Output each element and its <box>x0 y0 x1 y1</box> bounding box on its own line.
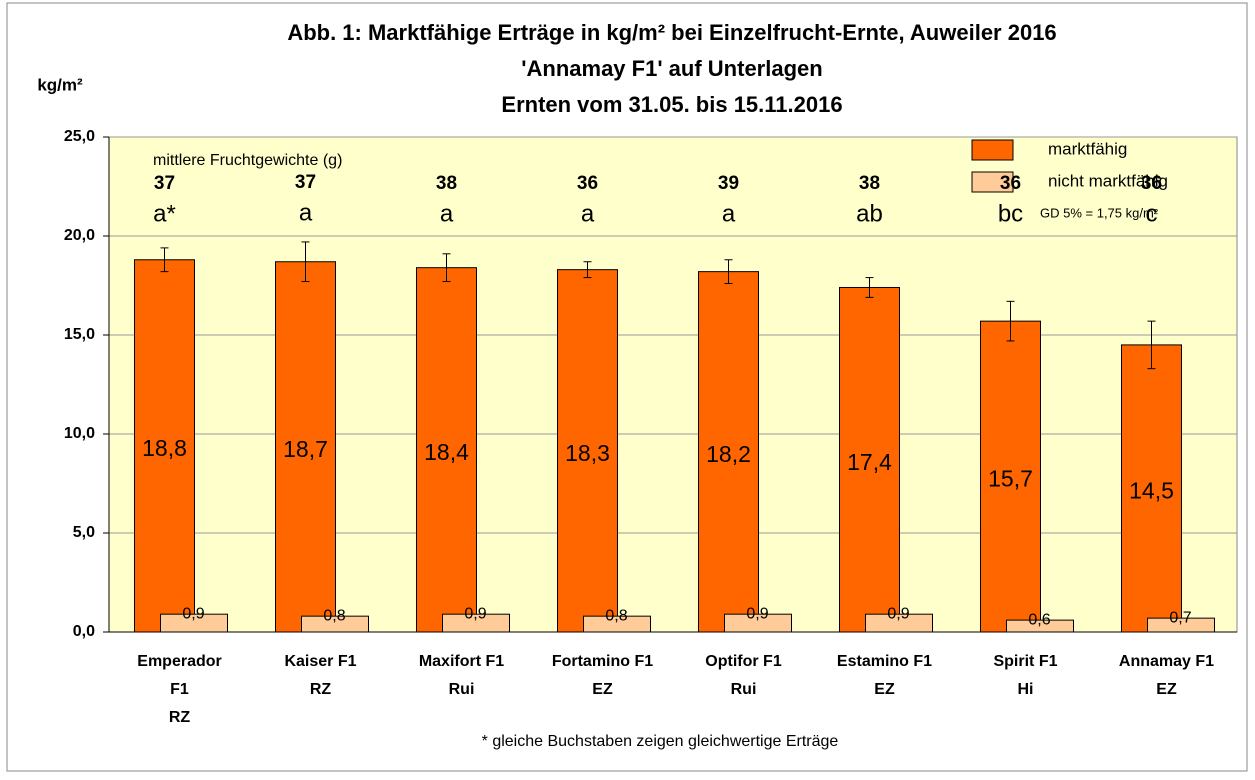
footnote: * gleiche Buchstaben zeigen gleichwertig… <box>482 733 839 750</box>
x-tick-label: EZ <box>874 681 895 698</box>
x-tick-label: Maxifort F1 <box>419 653 504 670</box>
bar <box>698 271 759 633</box>
chart-title: Ernten vom 31.05. bis 15.11.2016 <box>501 92 842 117</box>
chart-title: Abb. 1: Marktfähige Erträge in kg/m² bei… <box>287 20 1056 45</box>
legend-label: nicht marktfähig <box>1048 171 1168 190</box>
x-tick-label: Annamay F1 <box>1119 653 1214 670</box>
value-label: 0,9 <box>464 605 486 622</box>
bar <box>865 613 933 633</box>
bar <box>724 613 792 633</box>
fruit-weight: 36 <box>1000 173 1021 194</box>
fruit-weight: 39 <box>718 173 739 194</box>
value-label: 0,8 <box>605 607 627 624</box>
fruit-weight: 37 <box>154 173 175 194</box>
value-label: 18,8 <box>142 435 187 461</box>
chart-title: 'Annamay F1' auf Unterlagen <box>521 56 822 81</box>
significance-letter: a <box>722 200 736 227</box>
y-tick-label: 10,0 <box>64 425 95 442</box>
value-label: 0,6 <box>1028 611 1050 628</box>
significance-letter: a* <box>153 200 176 227</box>
y-tick-label: 0,0 <box>73 623 95 640</box>
fruit-weight-label: mittlere Fruchtgewichte (g) <box>153 152 342 169</box>
significance-letter: c <box>1146 200 1158 227</box>
legend-swatch <box>971 171 1014 193</box>
bar <box>1006 619 1074 633</box>
bar <box>1147 617 1215 633</box>
value-label: 0,9 <box>182 605 204 622</box>
x-tick-label: Emperador <box>137 653 221 670</box>
value-label: 0,7 <box>1169 609 1191 626</box>
y-tick-label: 15,0 <box>64 326 95 343</box>
value-label: 14,5 <box>1129 478 1174 504</box>
y-tick-label: 25,0 <box>64 128 95 145</box>
value-label: 18,3 <box>565 440 610 466</box>
value-label: 15,7 <box>988 466 1033 492</box>
gd-note: GD 5% = 1,75 kg/m² <box>1040 205 1159 220</box>
value-label: 0,9 <box>746 605 768 622</box>
x-tick-label: Optifor F1 <box>705 653 782 670</box>
x-tick-label: F1 <box>170 681 189 698</box>
value-label: 18,7 <box>283 436 328 462</box>
bar <box>980 320 1041 633</box>
x-tick-label: Hi <box>1018 681 1034 698</box>
bar <box>416 267 477 633</box>
x-tick-label: Fortamino F1 <box>552 653 653 670</box>
x-tick-label: Rui <box>731 681 757 698</box>
y-axis-label: kg/m² <box>37 75 83 94</box>
legend-swatch <box>971 139 1014 161</box>
value-label: 18,2 <box>706 441 751 467</box>
fruit-weight: 37 <box>295 172 316 193</box>
significance-letter: a <box>581 200 595 227</box>
fruit-weight: 36 <box>577 173 598 194</box>
fruit-weight: 36 <box>1141 173 1162 194</box>
value-label: 17,4 <box>847 449 892 475</box>
x-tick-label: EZ <box>592 681 613 698</box>
x-tick-label: RZ <box>310 681 332 698</box>
bar <box>557 269 618 633</box>
bar <box>442 613 510 633</box>
x-tick-label: Kaiser F1 <box>284 653 356 670</box>
significance-letter: a <box>299 199 313 226</box>
bar <box>1121 344 1182 633</box>
bar <box>134 259 195 633</box>
y-tick-label: 20,0 <box>64 227 95 244</box>
x-tick-label: RZ <box>169 709 191 726</box>
fruit-weight: 38 <box>436 173 457 194</box>
value-label: 0,9 <box>887 605 909 622</box>
x-tick-label: EZ <box>1156 681 1177 698</box>
x-tick-label: Estamino F1 <box>837 653 932 670</box>
fruit-weight: 38 <box>859 173 880 194</box>
legend-label: marktfähig <box>1048 139 1127 158</box>
value-label: 18,4 <box>424 439 469 465</box>
bar <box>275 261 336 633</box>
significance-letter: a <box>440 200 454 227</box>
bar <box>160 613 228 633</box>
value-label: 0,8 <box>323 607 345 624</box>
bar <box>301 615 369 633</box>
x-tick-label: Rui <box>449 681 475 698</box>
significance-letter: bc <box>998 200 1023 227</box>
bar <box>583 615 651 633</box>
x-tick-label: Spirit F1 <box>993 653 1057 670</box>
significance-letter: ab <box>856 200 883 227</box>
y-tick-label: 5,0 <box>73 524 95 541</box>
bar <box>839 286 900 633</box>
